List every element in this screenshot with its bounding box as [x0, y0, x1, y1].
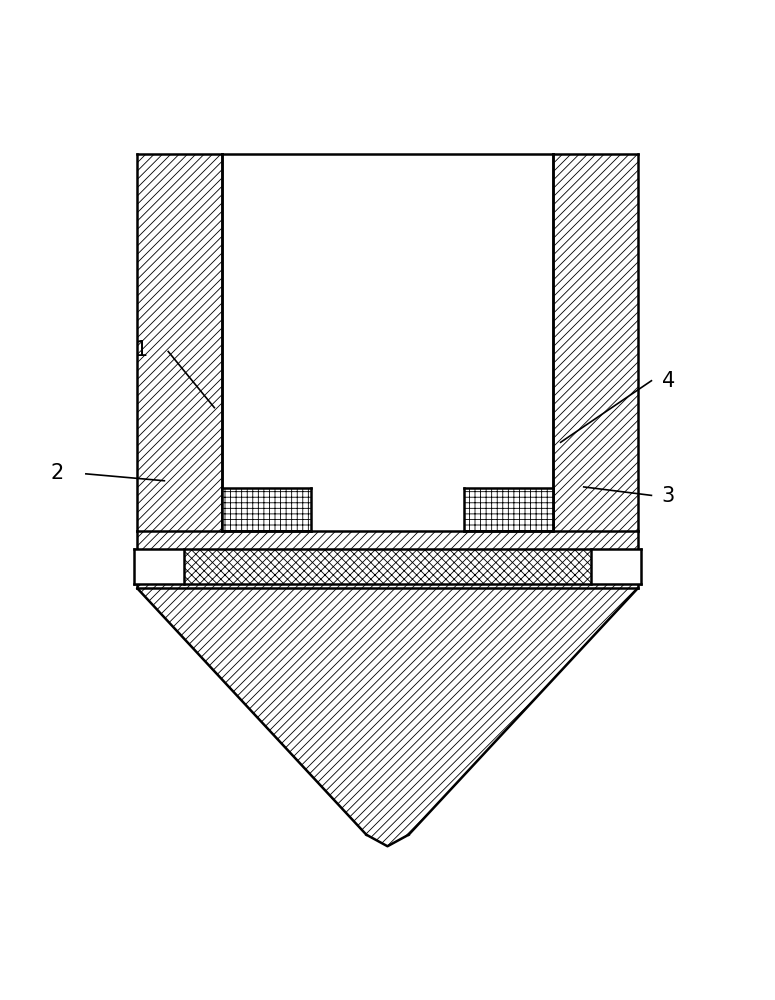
Bar [464, 488, 553, 531]
Text: 1: 1 [135, 340, 148, 360]
Bar [137, 531, 638, 588]
Bar [222, 488, 311, 531]
Bar [553, 154, 638, 531]
Bar [553, 154, 638, 531]
Text: 3: 3 [662, 486, 675, 506]
Bar [137, 154, 222, 531]
Bar [464, 488, 553, 531]
Bar [222, 488, 311, 531]
Bar [137, 154, 222, 531]
Text: 4: 4 [662, 371, 675, 391]
Bar [184, 549, 591, 584]
Bar [137, 531, 638, 588]
Bar [133, 549, 642, 584]
Polygon shape [137, 588, 638, 846]
Text: 2: 2 [50, 463, 64, 483]
Bar [184, 549, 591, 584]
